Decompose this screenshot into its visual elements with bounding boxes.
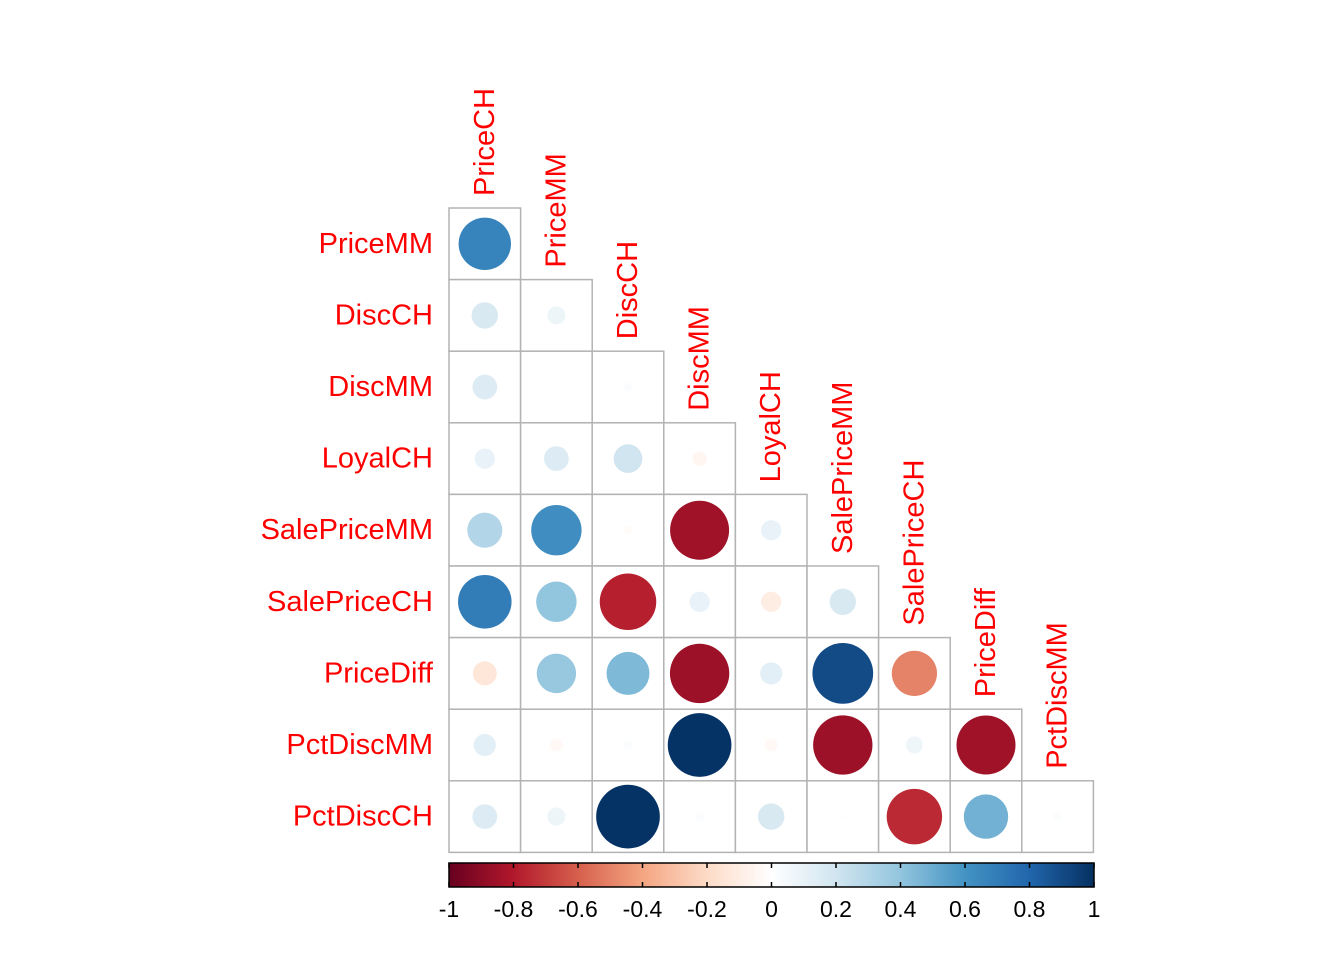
- circle-PctDiscCH-PriceDiff: [963, 794, 1009, 839]
- cell-DiscMM-PriceMM: [519, 350, 593, 424]
- circle-PctDiscMM-DiscCH: [623, 740, 633, 750]
- colorbar-tick-label: 0.2: [820, 896, 852, 922]
- circle-PctDiscMM-LoyalCH: [764, 738, 778, 752]
- circle-SalePriceMM-PriceMM: [531, 505, 582, 556]
- circle-PctDiscMM-DiscMM: [667, 713, 732, 777]
- column-label-PriceDiff: PriceDiff: [970, 587, 1002, 697]
- column-label-DiscCH: DiscCH: [612, 241, 644, 339]
- circle-SalePriceCH-SalePriceMM: [829, 588, 856, 615]
- column-label-PriceMM: PriceMM: [540, 153, 572, 267]
- circle-LoyalCH-DiscMM: [692, 451, 707, 466]
- colorbar-tick-label: 1: [1088, 896, 1101, 922]
- column-label-LoyalCH: LoyalCH: [755, 371, 787, 482]
- cell-LoyalCH-PriceMM: [519, 422, 593, 496]
- circle-DiscMM-DiscCH: [623, 382, 633, 392]
- circle-PriceMM-PriceCH: [458, 217, 511, 270]
- colorbar-tick-label: -0.2: [687, 896, 727, 922]
- circle-SalePriceCH-PriceMM: [536, 581, 577, 623]
- circle-PctDiscCH-LoyalCH: [758, 803, 785, 830]
- circle-PctDiscMM-PriceCH: [473, 733, 496, 757]
- column-label-DiscMM: DiscMM: [684, 306, 716, 411]
- column-labels: PriceCH PriceMM DiscCH DiscMM LoyalCH SalePri…: [469, 88, 1074, 769]
- row-label-PriceDiff: PriceDiff: [324, 657, 434, 689]
- column-label-PriceCH: PriceCH: [469, 88, 501, 196]
- colorbar-tick-label: -0.4: [623, 896, 663, 922]
- row-label-PctDiscMM: PctDiscMM: [286, 729, 433, 761]
- circle-PriceDiff-SalePriceMM: [812, 643, 874, 704]
- column-label-SalePriceCH: SalePriceCH: [898, 460, 930, 626]
- row-label-PctDiscCH: PctDiscCH: [293, 801, 433, 833]
- circle-PctDiscCH-DiscMM: [695, 812, 705, 822]
- circle-PctDiscMM-SalePriceCH: [905, 736, 923, 754]
- circle-SalePriceMM-LoyalCH: [761, 520, 782, 541]
- circle-PctDiscMM-SalePriceMM: [813, 715, 873, 775]
- circle-PriceDiff-DiscCH: [606, 651, 650, 695]
- circle-PriceDiff-DiscMM: [669, 643, 730, 704]
- colorbar-tick-label: 0: [765, 896, 778, 922]
- row-label-LoyalCH: LoyalCH: [322, 443, 433, 475]
- circle-PriceDiff-SalePriceCH: [891, 650, 938, 697]
- row-label-DiscMM: DiscMM: [328, 371, 433, 403]
- cell-grid: [448, 207, 1095, 854]
- circle-SalePriceMM-DiscCH: [623, 525, 633, 535]
- circle-PriceDiff-PriceCH: [472, 661, 497, 686]
- circle-DiscCH-PriceCH: [471, 302, 498, 329]
- cell-PctDiscCH-LoyalCH: [734, 780, 808, 854]
- circle-PctDiscCH-SalePriceMM: [839, 813, 846, 820]
- circle-PctDiscCH-SalePriceCH: [886, 788, 943, 845]
- circle-DiscMM-PriceCH: [472, 374, 498, 400]
- circle-PctDiscMM-PriceDiff: [956, 715, 1016, 775]
- row-labels: PriceMM DiscCH DiscMM LoyalCH SalePriceMM Sal…: [261, 228, 434, 833]
- cell-PriceDiff-PriceCH: [448, 636, 522, 710]
- circle-PctDiscCH-PriceCH: [472, 804, 498, 829]
- colorbar: -1 -0.8 -0.6 -0.4 -0.2 0 0.2 0.4 0.6 0.8 1: [439, 862, 1101, 922]
- circle-SalePriceCH-LoyalCH: [761, 591, 782, 612]
- circle-SalePriceCH-DiscMM: [689, 591, 710, 612]
- correlation-circles: [458, 217, 1063, 849]
- column-label-SalePriceMM: SalePriceMM: [827, 382, 859, 554]
- colorbar-tick-label: 0.8: [1014, 896, 1046, 922]
- circle-SalePriceMM-PriceCH: [467, 512, 503, 548]
- row-label-DiscCH: DiscCH: [335, 299, 433, 331]
- circle-PctDiscCH-PctDiscMM: [1053, 812, 1063, 822]
- circle-LoyalCH-DiscCH: [613, 444, 643, 473]
- colorbar-tick-label: -0.8: [494, 896, 534, 922]
- circle-PriceDiff-PriceMM: [536, 653, 577, 694]
- row-label-PriceMM: PriceMM: [319, 228, 433, 260]
- row-label-SalePriceCH: SalePriceCH: [267, 586, 433, 618]
- colorbar-tick-label: -1: [439, 896, 459, 922]
- colorbar-tick-label: -0.6: [558, 896, 598, 922]
- circle-LoyalCH-PriceCH: [474, 448, 495, 469]
- circle-PriceDiff-LoyalCH: [760, 662, 783, 685]
- row-label-SalePriceMM: SalePriceMM: [261, 514, 433, 546]
- circle-SalePriceCH-DiscCH: [599, 573, 657, 631]
- column-label-PctDiscMM: PctDiscMM: [1042, 622, 1074, 769]
- circle-SalePriceCH-PriceCH: [458, 575, 512, 629]
- circle-DiscCH-PriceMM: [547, 306, 566, 325]
- circle-SalePriceMM-DiscMM: [670, 500, 730, 560]
- circle-PctDiscMM-PriceMM: [550, 738, 563, 752]
- circle-PctDiscCH-DiscCH: [596, 784, 660, 849]
- circle-LoyalCH-PriceMM: [544, 446, 569, 471]
- circle-PctDiscCH-PriceMM: [547, 807, 566, 826]
- colorbar-tick-label: 0.4: [885, 896, 917, 922]
- colorbar-tick-label: 0.6: [949, 896, 981, 922]
